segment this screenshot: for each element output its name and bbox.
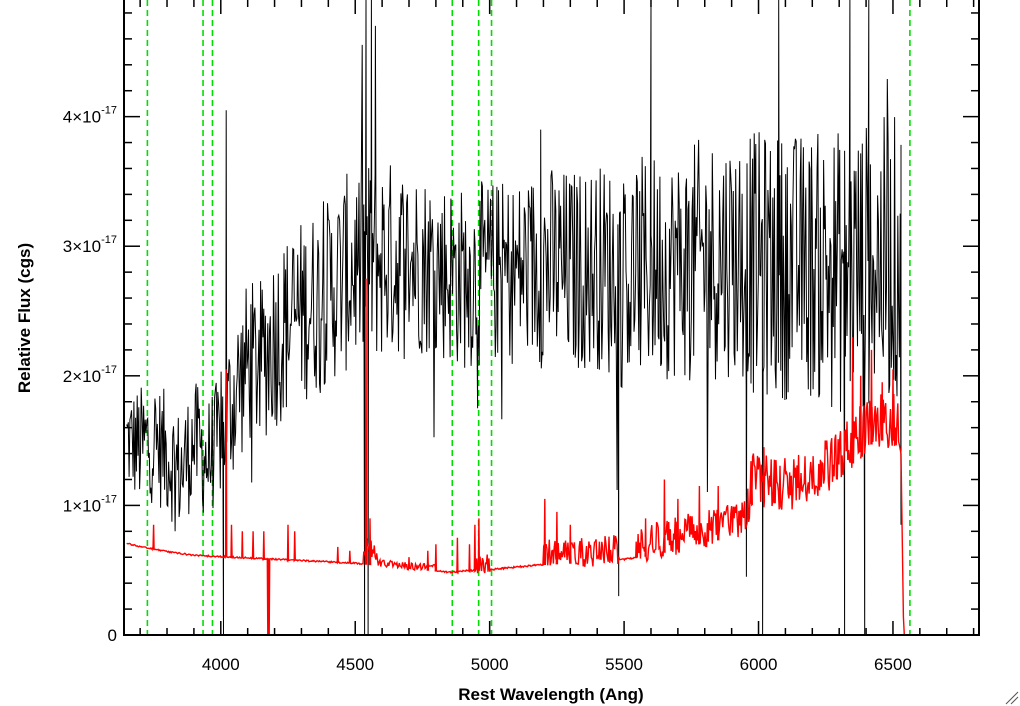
axes [123,0,980,636]
resize-grip-icon[interactable] [1005,691,1019,705]
x-tick-label: 5000 [471,655,509,674]
x-tick-label: 6000 [740,655,778,674]
x-axis-title: Rest Wavelength (Ang) [458,685,643,704]
x-tick-label: 5500 [605,655,643,674]
y-tick-label: 4×10-17 [63,105,117,127]
x-tick-label: 6500 [874,655,912,674]
y-tick-label: 1×10-17 [63,493,117,515]
series-error [126,278,979,636]
series-layer [126,0,979,636]
x-tick-label: 4500 [336,655,374,674]
plot-frame [123,0,980,636]
tick-labels: 4000 4500 5000 5500 6000 6500 0 1×10-17 2×10-17 3… [63,105,912,674]
y-tick-label: 2×10-17 [63,364,117,386]
y-tick-label: 3×10-17 [63,234,117,256]
y-tick-label: 0 [108,626,117,645]
y-axis-title: Relative Flux (cgs) [15,243,34,393]
series-flux [126,0,902,636]
reference-lines [146,0,911,635]
x-tick-label: 4000 [202,655,240,674]
